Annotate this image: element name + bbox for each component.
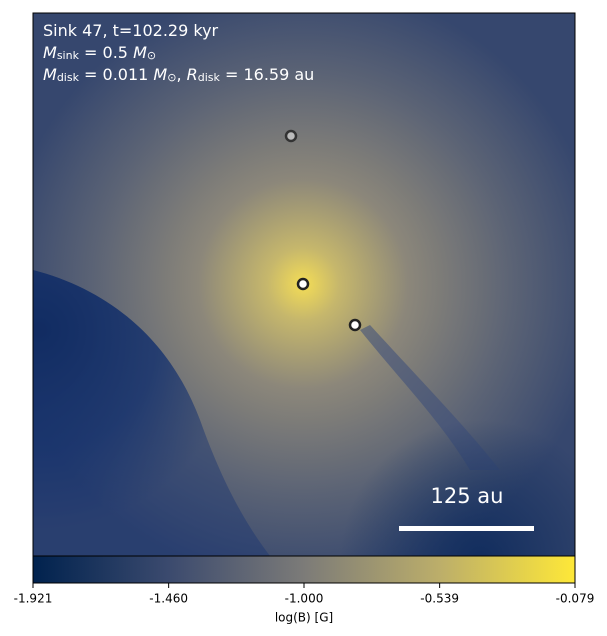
scale-bar (399, 526, 534, 531)
colorbar-tick-label: -1.000 (285, 592, 324, 606)
subscript: disk (57, 71, 80, 84)
text-part: = 0.5 (79, 43, 133, 62)
annotation-line: Sink 47, t=102.29 kyr (43, 21, 219, 40)
text-part: M (153, 65, 167, 84)
colorbar-tick-label: -1.460 (149, 592, 188, 606)
text-part: M (43, 43, 57, 62)
text-part: M (43, 65, 57, 84)
colorbar-tick-label: -0.539 (420, 592, 459, 606)
text-part: M (133, 43, 147, 62)
colorbar-label: log(B) [G] (275, 611, 333, 625)
colorbar (32, 555, 576, 584)
subscript: ⊙ (147, 49, 156, 62)
subscript: disk (198, 71, 221, 84)
scale-bar-label: 125 au (431, 484, 504, 508)
image (33, 13, 575, 556)
text-part: = 16.59 au (220, 65, 314, 84)
colorbar-tick-label: -1.921 (14, 592, 53, 606)
colorbar-tick-label: -0.079 (556, 592, 595, 606)
subscript: sink (57, 49, 80, 62)
text-part: Sink 47, t=102.29 kyr (43, 21, 219, 40)
subscript: ⊙ (167, 71, 176, 84)
text-part: , (176, 65, 186, 84)
annotation-line: Mdisk = 0.011 M⊙, Rdisk = 16.59 au (43, 65, 314, 85)
sink (284, 129, 298, 143)
annotation-line: Msink = 0.5 M⊙ (43, 43, 156, 63)
sink (296, 277, 310, 291)
text-part: = 0.011 (79, 65, 153, 84)
text-part: R (187, 65, 198, 84)
sink (348, 318, 362, 332)
